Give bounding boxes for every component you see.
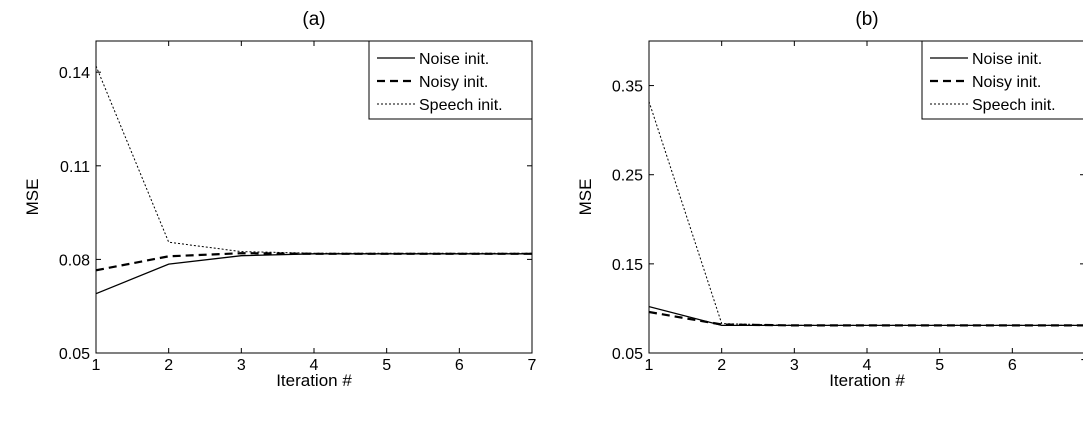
y-tick-label: 0.15 xyxy=(612,257,643,274)
series-line-speech-init xyxy=(96,65,532,254)
y-tick-label: 0.11 xyxy=(60,159,90,176)
x-tick-label: 1 xyxy=(92,357,101,374)
series-line-noise-init xyxy=(96,253,532,295)
series-line-speech-init xyxy=(649,101,1083,326)
y-axis-label: MSE xyxy=(23,179,42,216)
series-line-noisy-init xyxy=(96,252,532,272)
legend-label: Speech init. xyxy=(419,97,503,114)
x-axis-label: Iteration # xyxy=(276,371,352,390)
x-tick-label: 1 xyxy=(645,357,654,374)
y-tick-label: 0.05 xyxy=(59,346,90,363)
chart-title: (b) xyxy=(855,9,878,30)
x-tick-label: 4 xyxy=(863,357,872,374)
legend-label: Noisy init. xyxy=(972,74,1041,91)
x-axis-label: Iteration # xyxy=(829,371,905,390)
x-tick-label: 2 xyxy=(717,357,726,374)
legend: Noise init. Noisy init. Speech init. xyxy=(368,40,533,120)
x-tick-label: 5 xyxy=(382,357,391,374)
y-tick-label: 0.08 xyxy=(59,252,90,269)
y-axis-label: MSE xyxy=(576,179,595,216)
legend-label: Speech init. xyxy=(972,97,1056,114)
x-tick-label: 6 xyxy=(455,357,464,374)
legend-label: Noise init. xyxy=(419,51,489,68)
x-tick-label: 3 xyxy=(790,357,799,374)
x-tick-label: 3 xyxy=(237,357,246,374)
chart-title: (a) xyxy=(302,9,325,30)
y-tick-label: 0.05 xyxy=(612,346,643,363)
chart-panel-b: (b) 1 2 3 4 5 6 7 0.05 0.15 0.25 0.35 Iteration # MSE… xyxy=(576,9,1083,390)
x-tick-label: 5 xyxy=(935,357,944,374)
legend: Noise init. Noisy init. Speech init. xyxy=(921,40,1083,120)
series-line-noisy-init xyxy=(649,310,1083,327)
x-tick-label: 7 xyxy=(528,357,537,374)
x-tick-label: 2 xyxy=(164,357,173,374)
x-tick-label: 7 xyxy=(1081,357,1083,374)
x-tick-label: 6 xyxy=(1008,357,1017,374)
x-tick-label: 4 xyxy=(310,357,319,374)
y-tick-label: 0.35 xyxy=(612,79,643,96)
chart-panel-a: (a) 1 2 3 4 5 6 7 0.05 0.08 0.11 0.14 Iteration # MSE… xyxy=(23,9,537,390)
legend-label: Noisy init. xyxy=(419,74,488,91)
legend-label: Noise init. xyxy=(972,51,1042,68)
y-tick-label: 0.25 xyxy=(612,168,643,185)
y-tick-label: 0.14 xyxy=(59,65,90,82)
